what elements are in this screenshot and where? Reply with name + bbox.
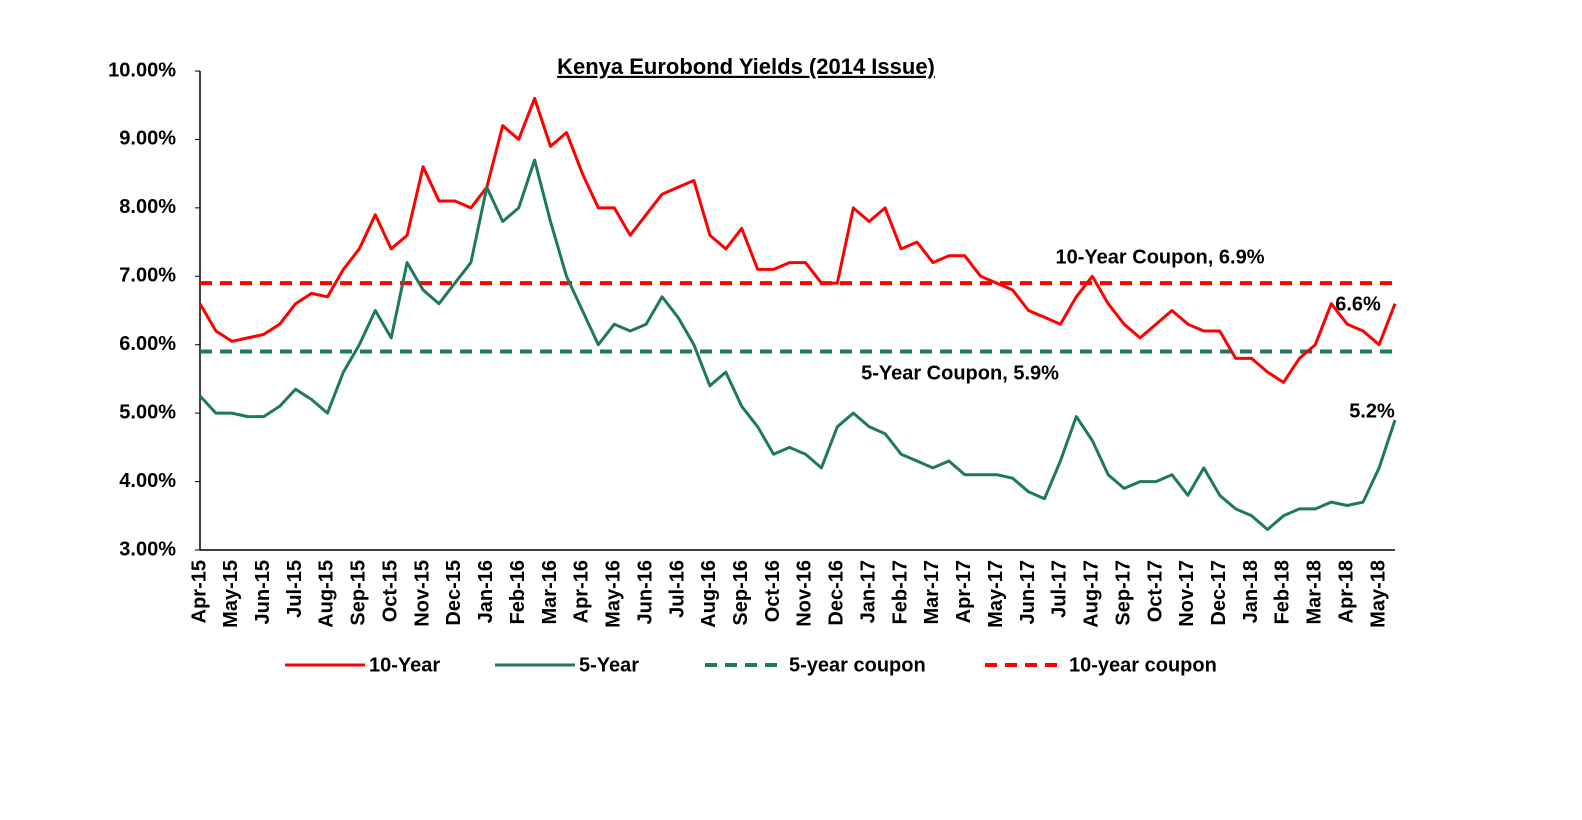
x-tick-label: Nov-16 <box>794 560 816 627</box>
x-tick-label: Sep-17 <box>1112 560 1134 626</box>
x-tick-label: Jul-15 <box>284 560 306 618</box>
annotation: 10-Year Coupon, 6.9% <box>1056 246 1265 268</box>
line-series <box>198 158 1397 531</box>
x-tick-label: Mar-18 <box>1304 560 1326 624</box>
x-tick-label: Nov-17 <box>1176 560 1198 627</box>
x-tick-label: Aug-16 <box>698 560 720 628</box>
x-tick-label: Mar-17 <box>921 560 943 624</box>
x-tick-label: Jan-16 <box>475 560 497 623</box>
x-tick-label: May-15 <box>220 560 242 628</box>
x-tick-label: Jan-18 <box>1240 560 1262 623</box>
x-tick-label: Oct-16 <box>762 560 784 622</box>
x-tick-label: Aug-15 <box>316 560 338 628</box>
x-tick-label: Aug-17 <box>1081 560 1103 628</box>
x-tick-label: Jun-15 <box>252 560 274 624</box>
x-tick-label: Sep-16 <box>730 560 752 626</box>
x-tick-label: Mar-16 <box>539 560 561 624</box>
y-tick-label: 7.00% <box>119 265 176 287</box>
x-tick-label: Oct-17 <box>1144 560 1166 622</box>
x-tick-label: Nov-15 <box>411 560 433 627</box>
x-tick-label: Dec-16 <box>826 560 848 626</box>
y-tick-label: 5.00% <box>119 401 176 423</box>
x-tick-label: May-16 <box>603 560 625 628</box>
annotation: 5-Year Coupon, 5.9% <box>861 362 1059 384</box>
legend-label: 10-Year <box>369 654 440 676</box>
x-tick-label: Jul-17 <box>1049 560 1071 618</box>
x-tick-label: Jun-17 <box>1017 560 1039 624</box>
x-tick-label: Feb-16 <box>507 560 529 624</box>
line-series <box>198 96 1397 384</box>
chart-title: Kenya Eurobond Yields (2014 Issue) <box>557 54 935 79</box>
x-tick-label: Feb-18 <box>1272 560 1294 624</box>
x-tick-label: Dec-15 <box>443 560 465 626</box>
y-tick-label: 6.00% <box>119 333 176 355</box>
x-tick-label: Jul-16 <box>666 560 688 618</box>
x-tick-label: Jan-17 <box>857 560 879 623</box>
x-tick-label: Oct-15 <box>379 560 401 622</box>
legend-label: 5-year coupon <box>789 654 926 676</box>
x-tick-label: May-17 <box>985 560 1007 628</box>
x-tick-label: Sep-15 <box>348 560 370 626</box>
y-tick-label: 8.00% <box>119 196 176 218</box>
x-tick-label: Apr-16 <box>571 560 593 623</box>
x-tick-label: Dec-17 <box>1208 560 1230 626</box>
annotation: 5.2% <box>1349 400 1395 422</box>
legend-label: 5-Year <box>579 654 639 676</box>
y-tick-label: 4.00% <box>119 470 176 492</box>
x-tick-label: Feb-17 <box>889 560 911 624</box>
x-tick-label: Apr-18 <box>1335 560 1357 623</box>
y-tick-label: 3.00% <box>119 538 176 560</box>
x-tick-label: May-18 <box>1367 560 1389 628</box>
legend-label: 10-year coupon <box>1069 654 1217 676</box>
x-tick-label: Apr-17 <box>953 560 975 623</box>
x-tick-label: Apr-15 <box>188 560 210 623</box>
y-tick-label: 10.00% <box>108 59 176 81</box>
y-tick-label: 9.00% <box>119 128 176 150</box>
x-tick-label: Jun-16 <box>634 560 656 624</box>
annotation: 6.6% <box>1335 293 1381 315</box>
